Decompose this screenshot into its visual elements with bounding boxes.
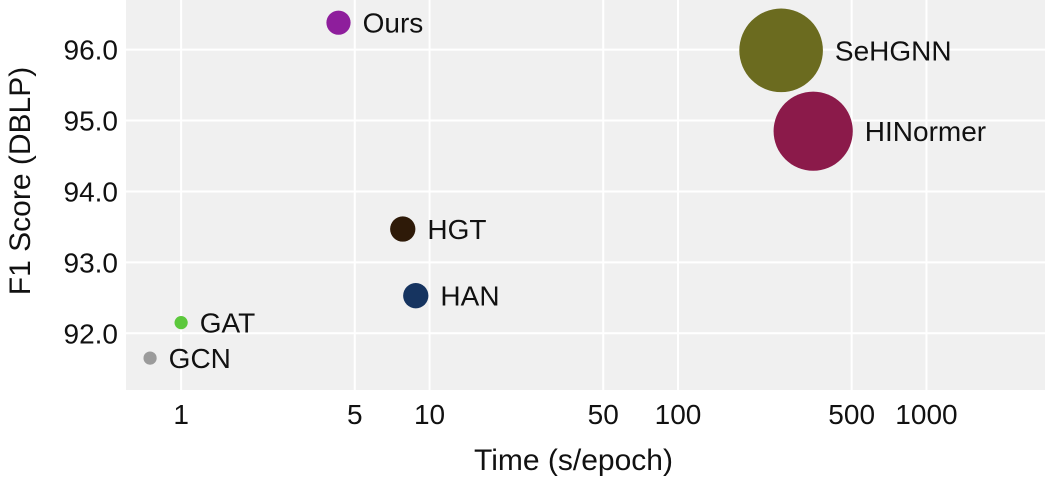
point-han xyxy=(403,283,429,309)
point-hinormer xyxy=(773,91,853,171)
plot-background xyxy=(126,0,1045,390)
x-tick-label: 5 xyxy=(347,399,363,430)
point-label-hgt: HGT xyxy=(427,214,486,245)
y-axis-label: F1 Score (DBLP) xyxy=(4,67,37,295)
point-label-han: HAN xyxy=(440,281,499,312)
y-tick-label: 95.0 xyxy=(64,106,119,137)
x-tick-label: 10 xyxy=(414,399,445,430)
x-tick-label: 1 xyxy=(173,399,189,430)
x-axis-label: Time (s/epoch) xyxy=(474,444,673,477)
y-tick-label: 96.0 xyxy=(64,35,119,66)
point-sehgnn xyxy=(739,8,823,93)
point-label-ours: Ours xyxy=(363,8,424,39)
grid-lines xyxy=(126,0,1045,390)
y-tick-label: 92.0 xyxy=(64,318,119,349)
x-tick-label: 100 xyxy=(655,399,702,430)
x-tick-label: 50 xyxy=(588,399,619,430)
x-tick-labels: 1 5 10 50 100 500 1000 xyxy=(173,399,957,430)
point-hgt xyxy=(390,216,416,242)
point-ours xyxy=(326,10,351,35)
y-tick-labels: 92.0 93.0 94.0 95.0 96.0 xyxy=(64,35,119,350)
point-label-gat: GAT xyxy=(200,308,255,339)
point-gcn xyxy=(143,351,157,365)
x-tick-label: 500 xyxy=(828,399,875,430)
y-tick-label: 93.0 xyxy=(64,247,119,278)
x-tick-label: 1000 xyxy=(895,399,957,430)
point-gat xyxy=(174,316,188,330)
point-label-gcn: GCN xyxy=(169,343,231,374)
point-label-sehgnn: SeHGNN xyxy=(835,35,952,66)
data-points: Ours SeHGNN HINormer HGT HAN GAT GCN xyxy=(143,8,986,374)
y-tick-label: 94.0 xyxy=(64,176,119,207)
point-label-hinormer: HINormer xyxy=(865,116,986,147)
